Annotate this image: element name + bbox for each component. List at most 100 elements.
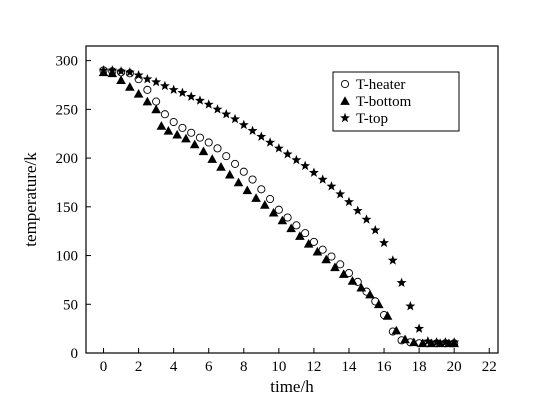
data-point bbox=[238, 119, 249, 130]
data-point bbox=[156, 121, 167, 130]
legend-label: T-bottom bbox=[356, 94, 412, 110]
data-point bbox=[177, 87, 188, 97]
data-point bbox=[133, 88, 144, 98]
data-point bbox=[335, 188, 346, 199]
data-point bbox=[213, 144, 222, 153]
data-point bbox=[169, 117, 178, 127]
data-point bbox=[216, 162, 226, 171]
plot-frame bbox=[85, 45, 499, 354]
y-tick-label: 100 bbox=[56, 249, 79, 265]
data-point bbox=[356, 282, 367, 292]
data-point bbox=[338, 269, 349, 278]
data-point bbox=[266, 194, 275, 204]
data-point bbox=[282, 148, 293, 159]
data-point bbox=[152, 97, 161, 106]
data-point bbox=[361, 214, 372, 224]
data-point bbox=[422, 336, 433, 346]
legend-marker bbox=[340, 96, 350, 105]
data-point bbox=[172, 129, 182, 139]
data-point bbox=[239, 167, 248, 176]
data-point bbox=[256, 131, 267, 141]
data-point bbox=[274, 205, 283, 214]
data-point bbox=[379, 237, 389, 248]
data-point bbox=[414, 323, 425, 333]
data-point bbox=[230, 159, 240, 168]
data-point bbox=[233, 177, 244, 187]
data-point bbox=[230, 113, 240, 124]
data-point bbox=[317, 174, 328, 184]
data-point bbox=[195, 133, 205, 142]
data-point bbox=[133, 70, 144, 80]
data-point bbox=[168, 84, 179, 95]
data-point bbox=[326, 181, 337, 191]
data-point bbox=[391, 325, 402, 335]
x-axis-ticks: 0 2 4 6 8 10 12 14 16 18 20 22 bbox=[100, 348, 497, 375]
data-point bbox=[273, 143, 284, 153]
data-point bbox=[336, 260, 345, 269]
data-point bbox=[159, 80, 170, 91]
data-point bbox=[116, 75, 126, 84]
data-point bbox=[98, 65, 109, 75]
data-point bbox=[295, 231, 305, 240]
data-point bbox=[405, 301, 416, 311]
data-point bbox=[124, 67, 135, 77]
data-point bbox=[312, 246, 323, 256]
y-axis-ticks: 0 50 100 150 200 250 300 bbox=[56, 54, 91, 362]
data-point bbox=[426, 338, 437, 348]
data-point bbox=[251, 193, 261, 202]
data-point bbox=[198, 146, 209, 156]
y-tick-label: 0 bbox=[71, 346, 79, 362]
data-point bbox=[440, 337, 451, 347]
data-point bbox=[400, 334, 410, 344]
data-point bbox=[409, 337, 419, 347]
data-point bbox=[373, 299, 384, 309]
x-tick-label: 10 bbox=[271, 359, 286, 375]
x-tick-label: 12 bbox=[306, 359, 321, 375]
x-tick-label: 18 bbox=[412, 359, 427, 375]
data-point bbox=[431, 337, 442, 347]
data-point bbox=[318, 245, 327, 254]
data-point bbox=[344, 196, 354, 207]
series-t-bottom bbox=[98, 67, 459, 348]
legend-marker bbox=[340, 79, 350, 89]
x-tick-label: 0 bbox=[100, 359, 108, 375]
data-point bbox=[308, 167, 319, 177]
data-point bbox=[163, 125, 174, 135]
data-point bbox=[178, 123, 187, 132]
data-point bbox=[347, 276, 358, 285]
x-tick-label: 2 bbox=[135, 359, 143, 375]
data-point bbox=[387, 255, 398, 265]
data-point bbox=[248, 175, 257, 184]
data-point bbox=[370, 225, 381, 235]
x-tick-label: 6 bbox=[205, 359, 213, 375]
y-tick-label: 200 bbox=[56, 151, 79, 167]
data-point bbox=[352, 205, 363, 215]
data-point bbox=[107, 65, 118, 75]
data-point bbox=[181, 133, 191, 143]
data-point bbox=[142, 73, 153, 84]
data-point bbox=[327, 252, 336, 261]
data-point bbox=[222, 152, 231, 161]
y-tick-label: 300 bbox=[56, 54, 79, 70]
data-point bbox=[265, 137, 276, 147]
data-point bbox=[212, 104, 223, 114]
data-point bbox=[116, 66, 127, 76]
data-point bbox=[449, 337, 460, 347]
data-point bbox=[330, 262, 340, 272]
y-tick-label: 150 bbox=[56, 200, 79, 216]
y-tick-label: 50 bbox=[63, 297, 78, 313]
data-point bbox=[242, 185, 253, 195]
data-point bbox=[277, 215, 288, 225]
y-axis-label: temperature/k bbox=[21, 152, 40, 247]
data-point bbox=[151, 104, 161, 114]
data-point bbox=[257, 185, 266, 194]
data-point bbox=[151, 76, 162, 87]
data-point bbox=[189, 139, 200, 149]
data-point bbox=[396, 277, 407, 288]
data-point bbox=[247, 125, 258, 135]
data-point bbox=[224, 169, 235, 179]
data-point bbox=[286, 223, 296, 233]
data-point bbox=[142, 96, 153, 106]
data-point bbox=[125, 82, 135, 91]
